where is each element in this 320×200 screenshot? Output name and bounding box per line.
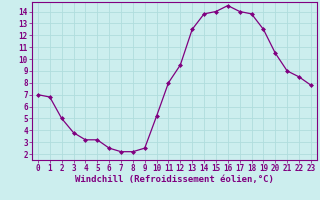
X-axis label: Windchill (Refroidissement éolien,°C): Windchill (Refroidissement éolien,°C) (75, 175, 274, 184)
